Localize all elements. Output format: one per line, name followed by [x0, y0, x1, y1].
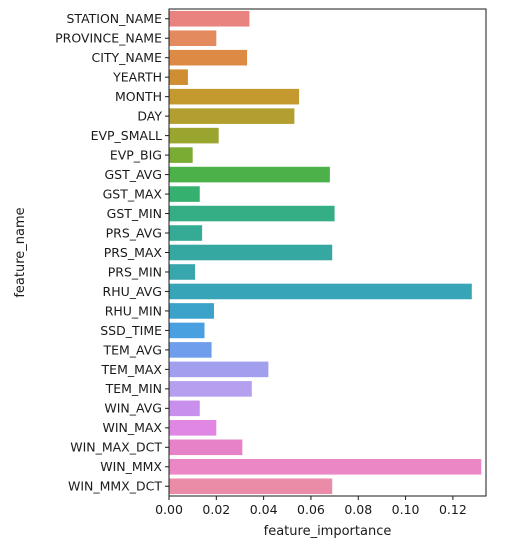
- plot-frame: [168, 8, 487, 497]
- bar-evp-big: [169, 147, 193, 163]
- y-tick-label: WIN_AVG: [104, 401, 162, 416]
- y-tick-label: WIN_MMX_DCT: [68, 479, 162, 494]
- y-tick-label: PRS_AVG: [106, 225, 162, 240]
- y-tick-label: TEM_MAX: [101, 362, 163, 377]
- y-tick-label: EVP_SMALL: [91, 128, 162, 143]
- y-tick-label: SSD_TIME: [100, 323, 162, 338]
- y-tick-label: DAY: [137, 109, 162, 124]
- y-tick-labels: STATION_NAME PROVINCE_NAME CITY_NAME YEARTH…: [55, 11, 169, 494]
- y-tick-label: TEM_MIN: [105, 381, 162, 396]
- y-tick-label: TEM_AVG: [102, 342, 162, 357]
- y-tick-label: GST_AVG: [105, 167, 163, 182]
- bar-evp-small: [169, 127, 219, 144]
- y-tick-label: PRS_MAX: [104, 245, 163, 260]
- bar-prs-min: [169, 264, 196, 280]
- y-tick-label: WIN_MMX: [100, 459, 162, 474]
- y-tick-label: CITY_NAME: [91, 50, 162, 65]
- bar-province-name: [169, 30, 217, 47]
- bar-tem-min: [169, 381, 252, 397]
- bar-prs-avg: [169, 225, 203, 241]
- y-tick-label: RHU_AVG: [103, 284, 162, 299]
- bar-win-mmx-dct: [169, 478, 333, 495]
- y-tick-label: MONTH: [115, 89, 162, 104]
- bar-station-name: [169, 10, 250, 27]
- bar-win-max: [169, 420, 217, 436]
- y-tick-label: GST_MIN: [107, 206, 162, 221]
- x-tick-label: 0.06: [297, 502, 325, 517]
- y-tick-label: WIN_MAX: [102, 420, 162, 435]
- y-tick-label: PRS_MIN: [108, 264, 162, 279]
- bar-day: [169, 108, 295, 124]
- y-tick-label: RHU_MIN: [105, 303, 162, 318]
- y-tick-label: YEARTH: [112, 70, 162, 85]
- y-tick-label: GST_MAX: [103, 186, 163, 201]
- x-tick-label: 0.04: [250, 502, 278, 517]
- bar-rhu-min: [169, 303, 214, 319]
- x-tick-label: 0.02: [202, 502, 230, 517]
- x-tick-label: 0.08: [344, 502, 372, 517]
- bar-win-max-dct: [169, 439, 243, 456]
- bar-group: [169, 10, 482, 495]
- x-tick-label: 0.10: [392, 502, 420, 517]
- x-tick-label: 0.00: [155, 502, 183, 517]
- y-tick-label: PROVINCE_NAME: [55, 31, 162, 46]
- bar-tem-max: [169, 361, 269, 378]
- x-tick-label: 0.12: [439, 502, 467, 517]
- bar-ssd-time: [169, 322, 205, 339]
- x-ticks: 0.00 0.02 0.04 0.06 0.08 0.10 0.12: [155, 496, 467, 517]
- bar-gst-min: [169, 205, 335, 222]
- bar-prs-max: [169, 244, 333, 261]
- bar-gst-avg: [169, 166, 330, 183]
- y-axis-label: feature_name: [13, 207, 28, 297]
- bar-yearth: [169, 69, 188, 85]
- bar-month: [169, 88, 300, 105]
- bar-tem-avg: [169, 342, 212, 358]
- bar-gst-max: [169, 186, 200, 202]
- y-tick-label: EVP_BIG: [110, 147, 162, 162]
- y-tick-label: STATION_NAME: [66, 11, 162, 26]
- y-tick-label: WIN_MAX_DCT: [70, 440, 162, 455]
- x-axis-label: feature_importance: [264, 524, 392, 539]
- bar-city-name: [169, 49, 248, 66]
- bar-win-mmx: [169, 458, 482, 475]
- bar-rhu-avg: [169, 283, 472, 300]
- bar-win-avg: [169, 400, 200, 417]
